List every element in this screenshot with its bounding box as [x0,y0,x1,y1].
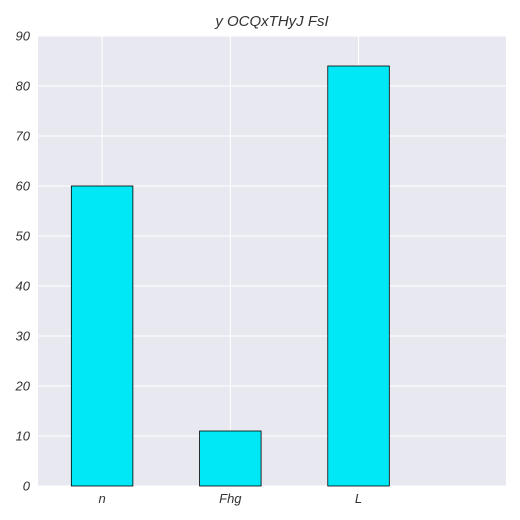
y-tick-label: 40 [16,279,31,294]
y-axis-ticks: 0 10 20 30 40 50 60 70 80 90 [15,29,31,494]
bars [70,65,390,487]
y-tick-label: 60 [16,179,31,194]
x-axis-ticks: n Fhg L [98,491,362,506]
y-tick-label: 0 [23,479,31,494]
bar-l [327,65,390,487]
y-tick-label: 90 [16,29,31,44]
x-tick-label: n [98,491,105,506]
bar-fhg [199,430,262,487]
x-tick-label: L [355,491,362,506]
y-tick-label: 10 [16,429,31,444]
x-tick-label: Fhg [219,491,242,506]
y-tick-label: 20 [15,379,31,394]
y-tick-label: 30 [16,329,31,344]
y-tick-label: 50 [16,229,31,244]
chart-title: y OCQxTHyJ FsI [214,13,328,30]
y-tick-label: 80 [16,79,31,94]
y-tick-label: 70 [16,129,31,144]
bar-n [70,185,134,487]
